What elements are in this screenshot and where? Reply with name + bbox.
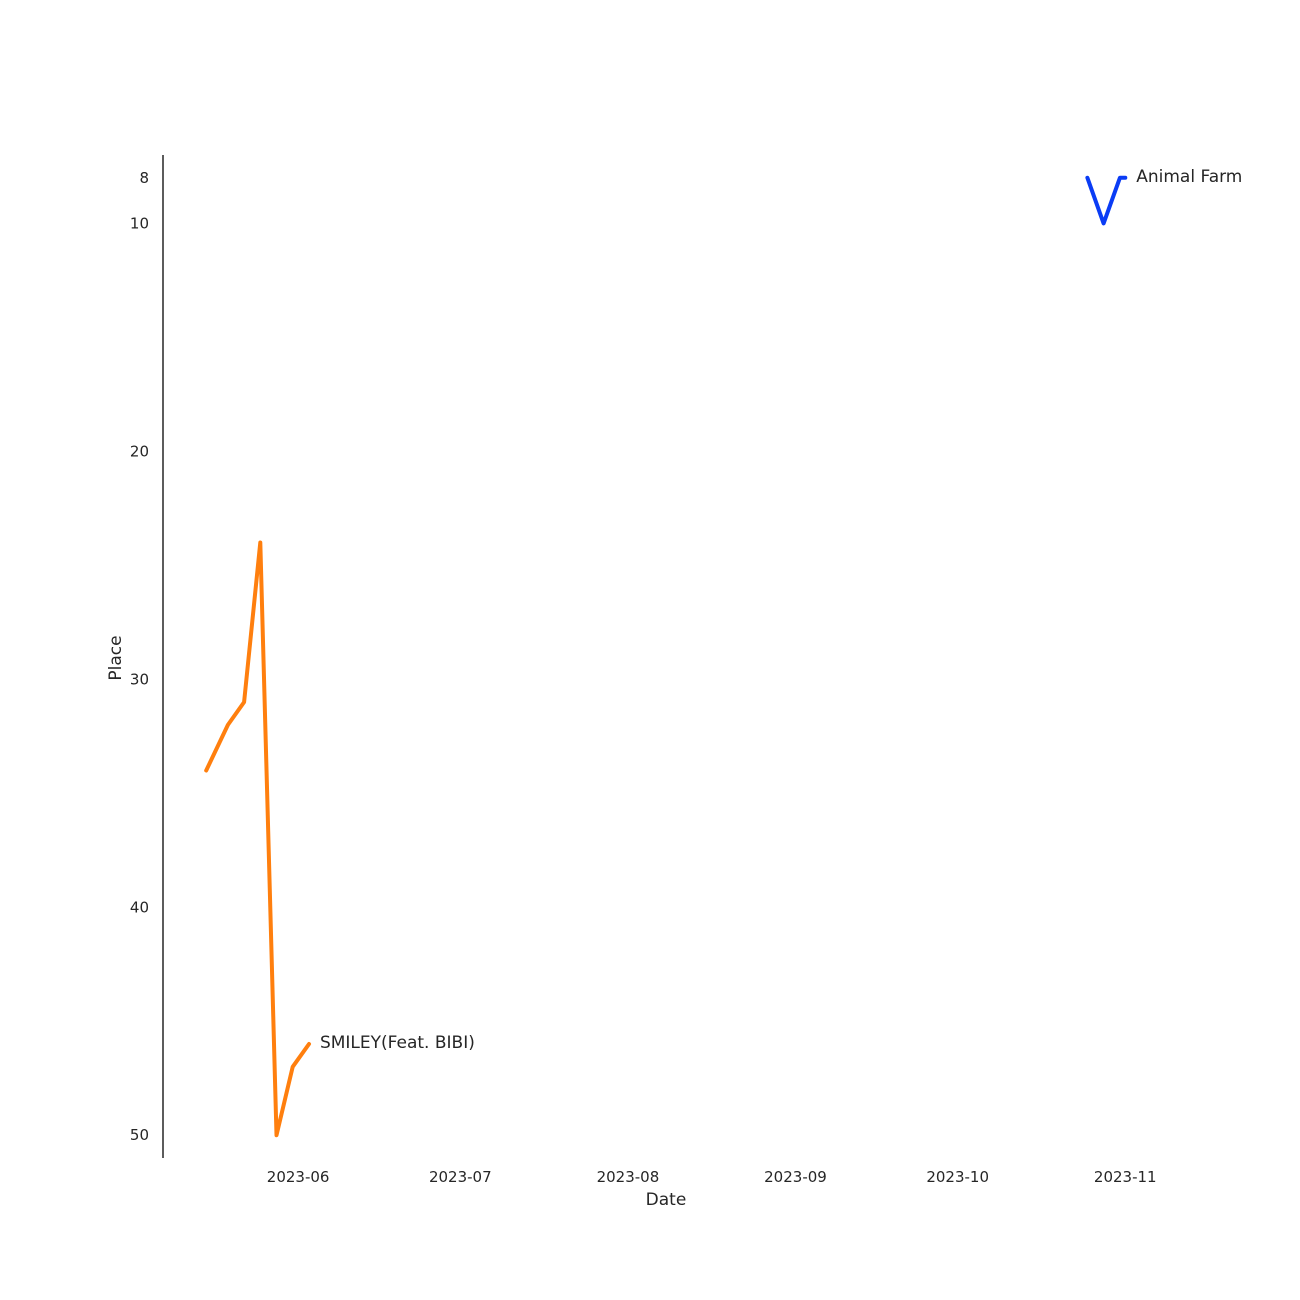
y-tick-label: 20 [130, 442, 149, 460]
y-tick-label: 10 [130, 214, 149, 232]
x-tick-label: 2023-07 [429, 1168, 492, 1186]
series-line-0 [204, 540, 311, 1138]
x-tick-label: 2023-09 [764, 1168, 827, 1186]
series-lines [204, 175, 1128, 1138]
x-tick-label: 2023-10 [926, 1168, 989, 1186]
y-tick-label: 50 [130, 1126, 149, 1144]
x-tick-label: 2023-08 [597, 1168, 660, 1186]
x-tick-label: 2023-11 [1094, 1168, 1157, 1186]
y-tick-labels: 8 10 20 30 40 50 [130, 169, 149, 1144]
series-labels: SMILEY(Feat. BIBI) Animal Farm [320, 167, 1242, 1053]
y-axis-label: Place [106, 635, 126, 680]
y-tick-label: 40 [130, 898, 149, 916]
y-tick-label: 30 [130, 670, 149, 688]
x-axis-label: Date [646, 1190, 687, 1210]
x-tick-label: 2023-06 [267, 1168, 330, 1186]
series-label-1: Animal Farm [1136, 167, 1242, 187]
x-tick-labels: 2023-06 2023-07 2023-08 2023-09 2023-10 2023-… [267, 1168, 1157, 1186]
series-line-1 [1085, 175, 1128, 226]
series-label-0: SMILEY(Feat. BIBI) [320, 1033, 475, 1053]
y-tick-label: 8 [139, 169, 149, 187]
